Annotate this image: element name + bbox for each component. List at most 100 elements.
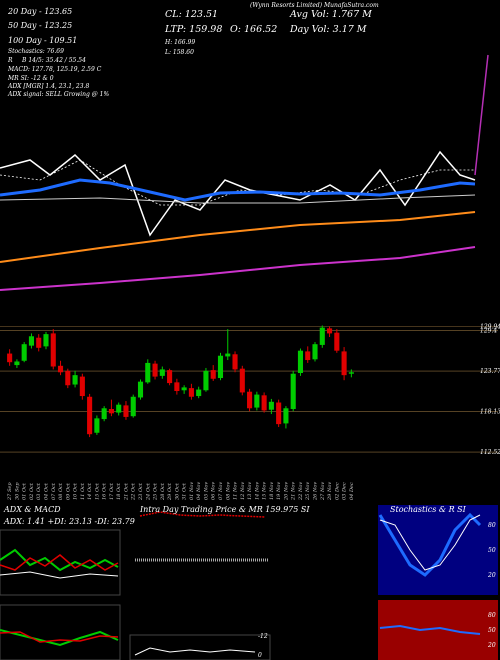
ma100-line — [0, 211, 476, 263]
x-tick-label: 08 Oct — [58, 482, 64, 500]
candle-body — [232, 354, 238, 370]
info: 100 Day - 109.51 — [8, 36, 77, 45]
candle-body — [254, 394, 260, 408]
info: MR SI: -12 & 0 — [7, 75, 54, 82]
x-tick-label: 03 Dec — [342, 482, 348, 500]
rsi-line — [379, 624, 481, 635]
x-tick-label: 27 Nov — [320, 482, 326, 501]
x-tick-label: 11 Oct — [80, 482, 86, 500]
candle-body — [167, 370, 173, 384]
candle-body — [174, 382, 180, 391]
x-tick-label: 03 Oct — [36, 482, 42, 500]
x-tick-label: 16 Oct — [102, 482, 108, 500]
info: Day Vol: 3.17 M — [289, 24, 367, 35]
x-tick-label: 17 Oct — [109, 482, 115, 500]
candle-body — [276, 402, 282, 425]
candle-body — [7, 353, 13, 363]
candle-body — [94, 418, 100, 433]
x-tick-label: 22 Oct — [131, 482, 137, 501]
panel-title: ADX & MACD — [3, 505, 61, 514]
info: 20 Day - 123.65 — [7, 7, 72, 16]
ma50-line — [0, 194, 476, 204]
candle-body — [239, 368, 245, 393]
candle-body — [28, 336, 34, 346]
candle-body — [348, 372, 354, 374]
x-tick-label: 29 Nov — [327, 482, 333, 501]
intra-panel — [130, 505, 270, 600]
macd-line — [0, 629, 119, 647]
info: R — [7, 57, 13, 64]
x-tick-label: 01 Nov — [189, 482, 195, 500]
stoch-panel — [378, 505, 498, 595]
candle-body — [305, 351, 311, 361]
x-tick-label: 21 Nov — [291, 482, 297, 501]
panel-title: ADX: 1.41 +DI: 23.13 -DI: 23.79 — [3, 517, 135, 526]
x-tick-label: 07 Nov — [218, 482, 224, 500]
candle-body — [79, 376, 85, 397]
candle-body — [327, 328, 333, 334]
ma20-line — [0, 178, 476, 202]
macd-signal — [0, 631, 119, 643]
candle-body — [50, 333, 56, 367]
info: Avg Vol: 1.767 M — [289, 9, 372, 20]
info: L: 158.60 — [164, 49, 194, 56]
ema-line — [0, 159, 475, 206]
candle-body — [43, 334, 49, 347]
candle-body — [123, 405, 129, 417]
panel-tick-label: 80 — [488, 522, 496, 529]
x-tick-label: 06 Nov — [211, 482, 217, 500]
x-tick-label: 07 Oct — [51, 482, 57, 500]
x-tick-label: 13 Nov — [247, 482, 253, 500]
x-tick-label: 31 Oct — [182, 482, 188, 500]
x-tick-label: 10 Oct — [73, 482, 79, 500]
info: 50 Day - 123.25 — [8, 21, 72, 30]
adx-line — [0, 571, 119, 579]
info: ADX [MGR] 1.4, 23.1, 23.8 — [7, 83, 89, 90]
candle-body — [247, 391, 253, 409]
y-tick-label: 123.77 — [480, 368, 500, 375]
candle-body — [203, 370, 209, 391]
candle-body — [116, 404, 122, 413]
candle-body — [159, 369, 165, 376]
panel-tick-label: 20 — [487, 572, 496, 579]
x-tick-label: 05 Nov — [203, 482, 209, 500]
candle-body — [21, 344, 27, 361]
panel-tick-label: 80 — [488, 612, 496, 619]
x-tick-label: 29 Oct — [167, 482, 173, 501]
info: MACD: 127.78, 125.19, 2.59 C — [7, 66, 102, 73]
panel-tick-label: 20 — [487, 642, 496, 649]
panel-title: Stochastics & R SI — [390, 505, 467, 514]
y-tick-label: 129.94 — [480, 324, 500, 331]
panel-tick-label: 50 — [488, 547, 496, 554]
candle-body — [268, 401, 274, 410]
x-tick-label: 04 Nov — [196, 482, 202, 500]
ma200-line — [0, 246, 476, 291]
x-tick-label: 20 Nov — [283, 482, 289, 501]
candle-body — [196, 389, 202, 397]
candle-body — [137, 381, 144, 398]
candle-body — [319, 327, 325, 345]
info: CL: 123.51 — [165, 9, 218, 20]
x-tick-label: 27 Sep — [7, 482, 13, 501]
price-line — [0, 150, 476, 237]
y-tick-label: 112.52 — [480, 449, 500, 456]
x-tick-label: 04 Oct — [43, 482, 49, 500]
x-tick-label: 01 Oct — [22, 482, 28, 500]
x-tick-label: 14 Oct — [87, 482, 93, 500]
x-tick-label: 09 Oct — [65, 482, 71, 500]
adx-plus — [0, 548, 119, 572]
candle-body — [72, 375, 78, 385]
x-tick-label: 02 Oct — [29, 482, 35, 500]
x-tick-label: 12 Nov — [240, 482, 246, 500]
candle-body — [283, 408, 289, 424]
candle-body — [57, 365, 64, 373]
panel-tick-label: 50 — [488, 627, 496, 634]
x-tick-label: 22 Nov — [298, 482, 304, 501]
candle-body — [145, 362, 151, 383]
candle-body — [87, 396, 93, 435]
mr-panel — [129, 634, 271, 660]
candle-body — [217, 355, 224, 379]
candle-body — [152, 363, 158, 377]
candle-body — [297, 350, 304, 373]
